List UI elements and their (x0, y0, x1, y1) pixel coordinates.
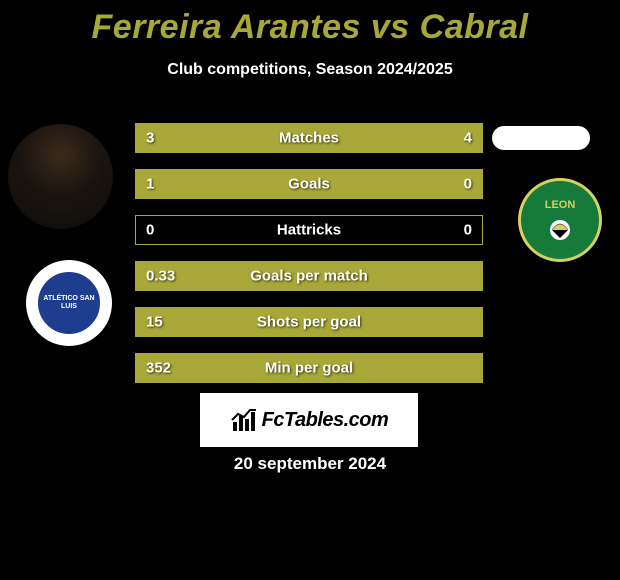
comparison-bars: 3 4 Matches 1 0 Goals 0 0 Hattricks 0.33 Goals per… (135, 123, 483, 399)
bar-value-right: 4 (464, 130, 472, 147)
bar-label: Matches (279, 130, 339, 147)
bar-row: 15 Shots per goal (135, 307, 483, 337)
bar-value-left: 3 (146, 130, 154, 147)
bar-label: Goals (288, 176, 330, 193)
bar-fill-left (136, 124, 274, 152)
bar-row: 3 4 Matches (135, 123, 483, 153)
brand-text: FcTables.com (262, 409, 389, 432)
subtitle: Club competitions, Season 2024/2025 (0, 61, 620, 79)
bar-label: Shots per goal (257, 314, 361, 331)
bar-label: Hattricks (277, 222, 341, 239)
brand-footer: FcTables.com (200, 393, 418, 447)
chart-icon (230, 406, 258, 434)
bar-value-left: 352 (146, 360, 171, 377)
bar-value-left: 0 (146, 222, 154, 239)
bar-value-left: 1 (146, 176, 154, 193)
crest-left-label: ATLÉTICO SAN LUIS (38, 295, 100, 310)
svg-text:LEON: LEON (545, 199, 576, 211)
bar-row: 0.33 Goals per match (135, 261, 483, 291)
bar-value-left: 15 (146, 314, 163, 331)
page-title: Ferreira Arantes vs Cabral (0, 0, 620, 47)
bar-row: 352 Min per goal (135, 353, 483, 383)
bar-label: Goals per match (250, 268, 368, 285)
bar-row: 0 0 Hattricks (135, 215, 483, 245)
lion-icon: LEON (530, 190, 590, 250)
club-crest-left: ATLÉTICO SAN LUIS (26, 260, 112, 346)
player-left-avatar (8, 124, 113, 229)
player-right-avatar (492, 126, 590, 150)
bar-value-right: 0 (464, 176, 472, 193)
bar-label: Min per goal (265, 360, 353, 377)
bar-value-left: 0.33 (146, 268, 175, 285)
date-label: 20 september 2024 (0, 454, 620, 474)
bar-value-right: 0 (464, 222, 472, 239)
club-crest-right: LEON (518, 178, 602, 262)
bar-row: 1 0 Goals (135, 169, 483, 199)
